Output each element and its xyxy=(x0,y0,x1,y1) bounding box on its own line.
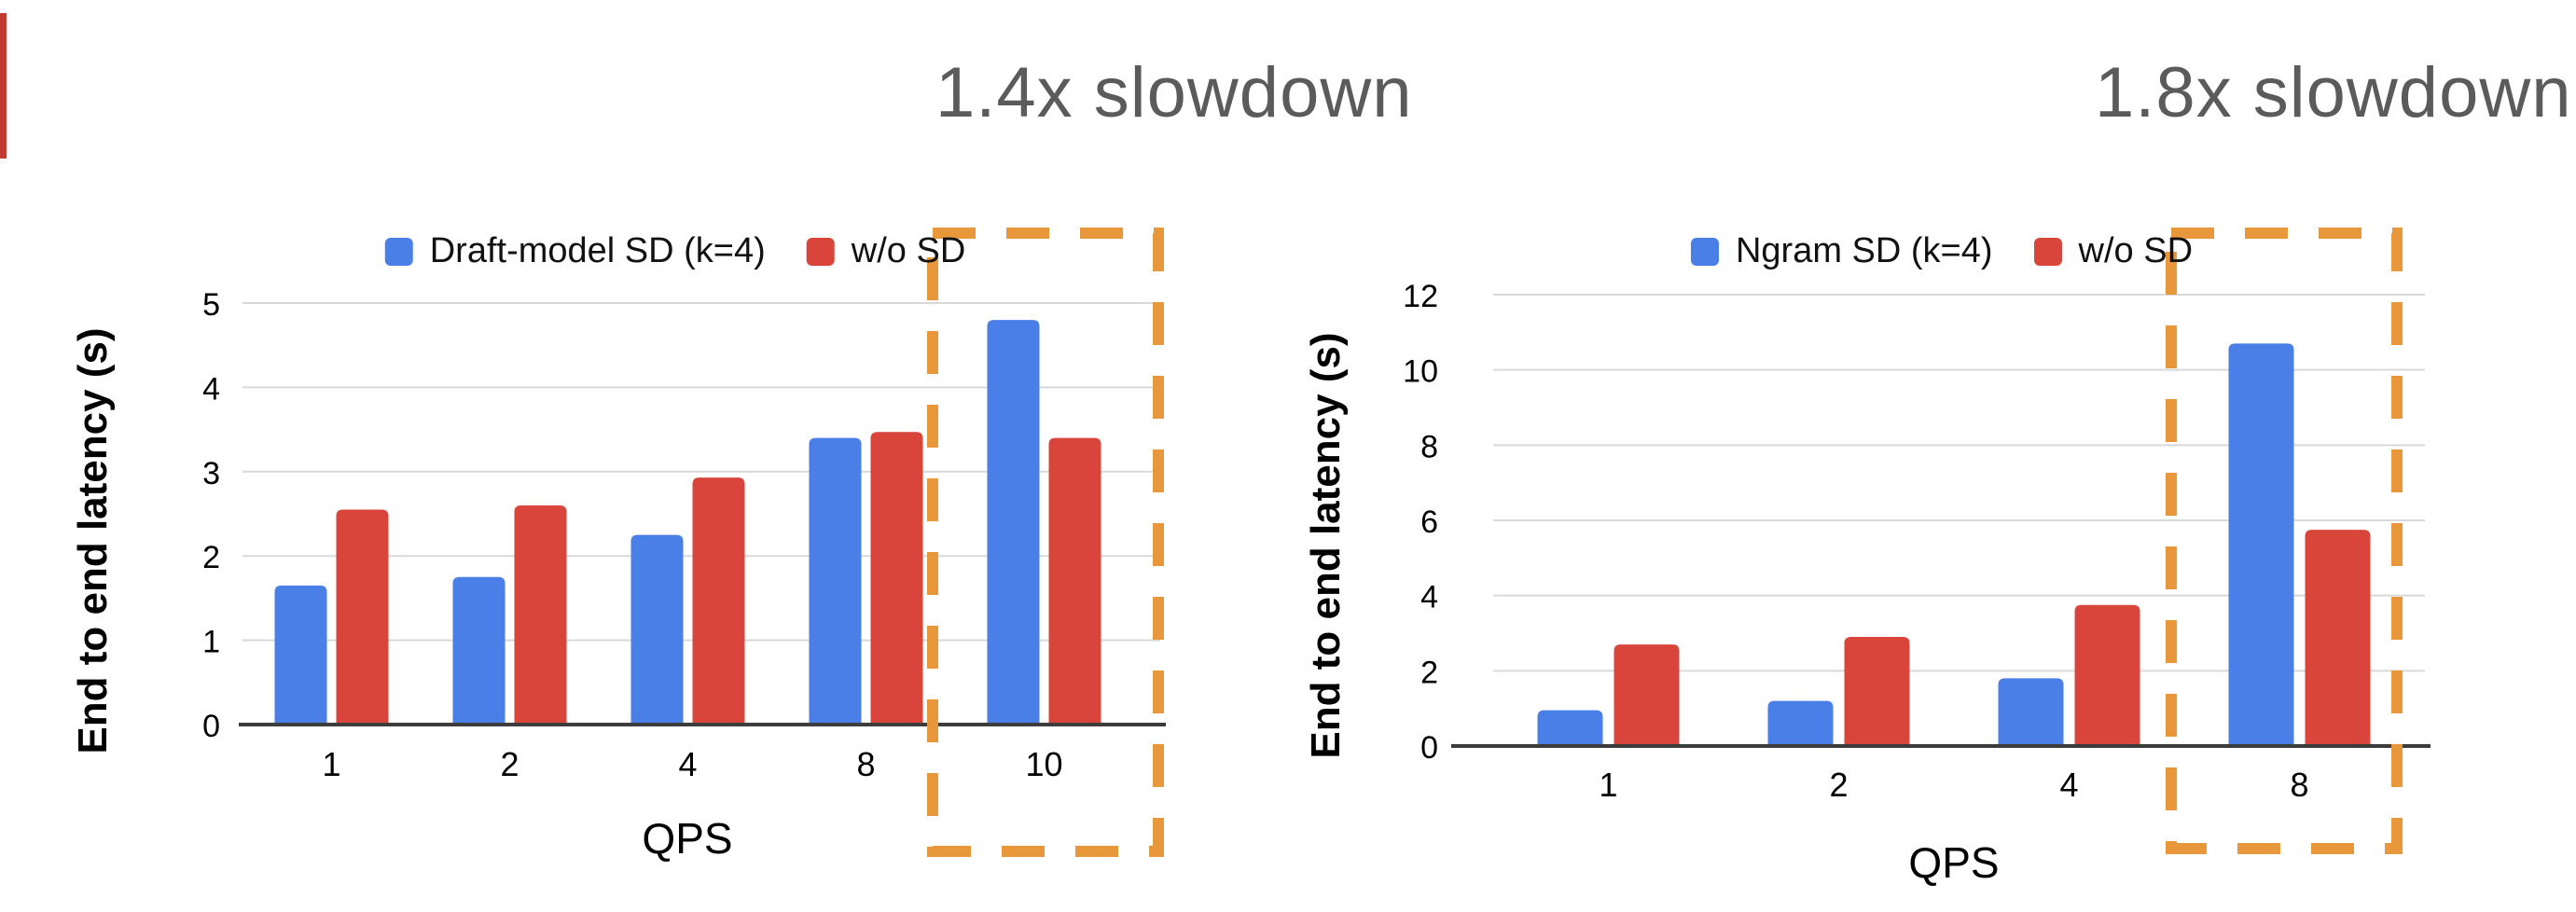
y-axis-title-left: End to end latency (s) xyxy=(70,327,116,754)
legend-right: Ngram SD (k=4) w/o SD xyxy=(1690,231,2217,271)
x-tick-label: 2 xyxy=(1829,766,1848,804)
x-tick-label: 1 xyxy=(1599,766,1617,804)
bar-w-o-sd xyxy=(514,504,567,725)
bar-draft-model-sd-k-4- xyxy=(630,534,684,725)
bar-ngram-sd-k-4- xyxy=(2228,343,2294,746)
x-tick-label: 8 xyxy=(856,745,875,783)
y-tick-label: 2 xyxy=(1420,655,1438,690)
x-axis-title-right: QPS xyxy=(1908,838,2000,887)
bar-ngram-sd-k-4- xyxy=(1767,700,1834,746)
bar-draft-model-sd-k-4- xyxy=(809,437,862,725)
y-tick-label: 0 xyxy=(1420,730,1438,766)
legend-label-draft-model-sd: Draft-model SD (k=4) xyxy=(429,231,766,270)
y-tick-label: 8 xyxy=(1420,429,1438,464)
y-tick-label: 4 xyxy=(202,371,220,407)
x-tick-label: 1 xyxy=(322,745,340,783)
y-tick-label: 0 xyxy=(202,709,220,744)
bar-w-o-sd xyxy=(2305,530,2371,746)
y-tick-label: 4 xyxy=(1420,580,1438,615)
y-tick-label: 1 xyxy=(202,625,220,660)
legend-left: Draft-model SD (k=4) w/o SD xyxy=(384,231,990,271)
x-tick-label: 4 xyxy=(678,745,697,783)
bar-ngram-sd-k-4- xyxy=(1537,710,1603,746)
y-tick-label: 2 xyxy=(202,540,220,575)
x-tick-label: 8 xyxy=(2290,766,2308,804)
legend-swatch-draft-model-sd xyxy=(384,237,413,266)
bar-draft-model-sd-k-4- xyxy=(274,585,327,725)
bar-draft-model-sd-k-4- xyxy=(987,320,1040,725)
bar-w-o-sd xyxy=(1048,437,1101,725)
slowdown-annotation-right: 1.8x slowdown xyxy=(2095,53,2572,132)
x-tick-label: 10 xyxy=(1025,745,1062,783)
slowdown-annotation-left: 1.4x slowdown xyxy=(935,53,1413,132)
y-tick-label: 10 xyxy=(1403,354,1438,390)
y-tick-label: 5 xyxy=(202,287,220,323)
bar-ngram-sd-k-4- xyxy=(1998,678,2064,746)
x-tick-label: 4 xyxy=(2059,766,2078,804)
bar-draft-model-sd-k-4- xyxy=(452,576,506,725)
bar-w-o-sd xyxy=(1613,644,1680,746)
legend-label-ngram-sd: Ngram SD (k=4) xyxy=(1735,231,1993,270)
bar-w-o-sd xyxy=(1844,637,1910,746)
y-tick-label: 6 xyxy=(1420,504,1438,540)
bar-w-o-sd xyxy=(692,477,745,725)
bar-w-o-sd xyxy=(870,432,923,725)
highlight-dashed-box xyxy=(927,228,1164,857)
legend-swatch-ngram-sd xyxy=(1690,237,1719,266)
legend-label-wo-sd: w/o SD xyxy=(2078,231,2194,270)
legend-label-wo-sd: w/o SD xyxy=(851,231,966,270)
y-tick-label: 3 xyxy=(202,456,220,491)
bar-w-o-sd xyxy=(336,509,389,725)
bar-w-o-sd xyxy=(2074,604,2140,746)
x-axis-title-left: QPS xyxy=(642,814,733,863)
highlight-dashed-box xyxy=(2166,228,2403,854)
x-tick-label: 2 xyxy=(500,745,519,783)
legend-swatch-wo-sd xyxy=(806,237,835,266)
legend-swatch-wo-sd xyxy=(2033,237,2062,266)
slide-edge-artifact xyxy=(0,13,7,159)
y-axis-title-right: End to end latency (s) xyxy=(1303,332,1349,759)
y-tick-label: 12 xyxy=(1403,279,1438,314)
